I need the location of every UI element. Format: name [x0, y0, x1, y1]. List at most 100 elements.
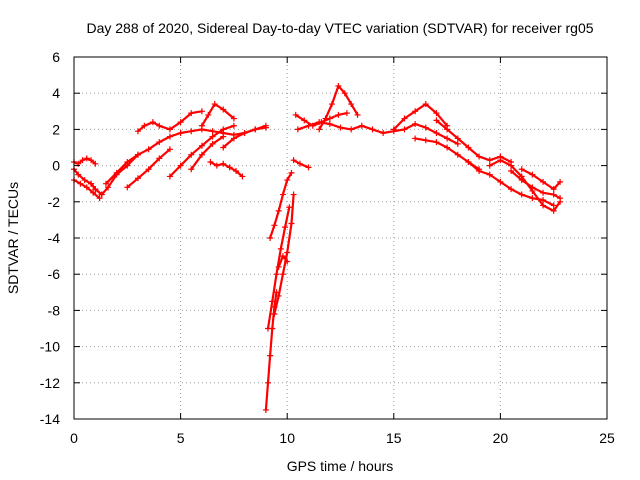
data-point [96, 195, 103, 202]
data-point [145, 166, 152, 173]
data-point [422, 101, 429, 108]
data-point [301, 117, 308, 124]
data-point [188, 110, 195, 117]
data-point [550, 186, 557, 193]
data-point [341, 90, 348, 97]
y-tick-label: -12 [40, 375, 60, 391]
data-point [422, 137, 429, 144]
data-point [486, 157, 493, 164]
y-tick-label: -6 [48, 266, 61, 282]
data-point [279, 271, 286, 278]
data-point [557, 195, 564, 202]
data-point [177, 130, 184, 137]
data-point [220, 160, 227, 167]
data-point [335, 111, 342, 118]
series-arc-27 [508, 168, 564, 202]
data-point [294, 126, 301, 133]
data-point [226, 164, 233, 171]
series-arc-17 [275, 253, 291, 270]
series-arc-10 [198, 101, 237, 129]
data-point [433, 139, 440, 146]
data-point [557, 178, 564, 185]
data-point [81, 177, 88, 184]
data-point [290, 191, 297, 198]
data-point [454, 135, 461, 142]
data-point [207, 158, 214, 165]
data-point [454, 140, 461, 147]
data-point [262, 122, 269, 129]
data-point [233, 168, 240, 175]
series-arc-24 [433, 117, 515, 165]
series-line [104, 126, 267, 185]
axis-ticks: 0 5 10 15 20 25 -14 -12 -10 -8 -6 -4 -2 0 2 4 6 [40, 49, 615, 446]
data-point [286, 204, 293, 211]
data-point [529, 195, 536, 202]
data-point [271, 222, 278, 229]
data-point [273, 271, 280, 278]
data-point [529, 171, 536, 178]
data-point [337, 124, 344, 131]
data-point [390, 126, 397, 133]
data-point [444, 144, 451, 151]
data-point [476, 168, 483, 175]
data-point [288, 220, 295, 227]
y-tick-label: 2 [52, 121, 60, 137]
data-point [550, 207, 557, 214]
data-point [444, 135, 451, 142]
data-point [292, 111, 299, 118]
series-arc-15 [267, 169, 295, 241]
grid-lines [74, 57, 607, 419]
x-tick-label: 0 [70, 430, 78, 446]
data-point [220, 144, 227, 151]
y-tick-label: -2 [48, 194, 61, 210]
data-point [284, 177, 291, 184]
series-arc-6 [124, 146, 173, 191]
data-point [156, 139, 163, 146]
series-arc-14 [265, 204, 293, 332]
data-point [98, 191, 105, 198]
data-point [550, 191, 557, 198]
data-point [454, 151, 461, 158]
data-point [198, 151, 205, 158]
data-point [90, 189, 97, 196]
data-point [134, 151, 141, 158]
y-axis-label: SDTVAR / TECUs [5, 182, 21, 294]
data-point [269, 298, 276, 305]
data-point [166, 173, 173, 180]
data-point [265, 325, 272, 332]
series-line [520, 168, 562, 191]
series-line [392, 102, 449, 131]
data-point [77, 180, 84, 187]
data-point [296, 160, 303, 167]
data-series [71, 82, 564, 413]
data-point [465, 158, 472, 165]
data-point [279, 191, 286, 198]
data-point [188, 151, 195, 158]
data-point [271, 311, 278, 318]
data-point [209, 140, 216, 147]
series-line [209, 160, 244, 178]
series-line [510, 169, 562, 200]
y-tick-label: -4 [48, 230, 61, 246]
data-point [188, 128, 195, 135]
data-point [328, 101, 335, 108]
series-line [414, 137, 481, 171]
series-line [269, 171, 293, 240]
series-line [190, 135, 225, 171]
data-point [79, 157, 86, 164]
data-point [401, 115, 408, 122]
data-point [102, 180, 109, 187]
data-point [322, 115, 329, 122]
data-point [316, 126, 323, 133]
data-point [124, 184, 131, 191]
data-point [279, 253, 286, 260]
data-point [540, 178, 547, 185]
y-tick-label: -14 [40, 411, 60, 427]
data-point [209, 133, 216, 140]
series-arc-21 [294, 119, 461, 147]
y-tick-label: -10 [40, 339, 60, 355]
series-arc-18 [290, 157, 312, 171]
x-tick-label: 15 [386, 430, 402, 446]
x-tick-label: 25 [599, 430, 615, 446]
data-point [275, 263, 282, 270]
